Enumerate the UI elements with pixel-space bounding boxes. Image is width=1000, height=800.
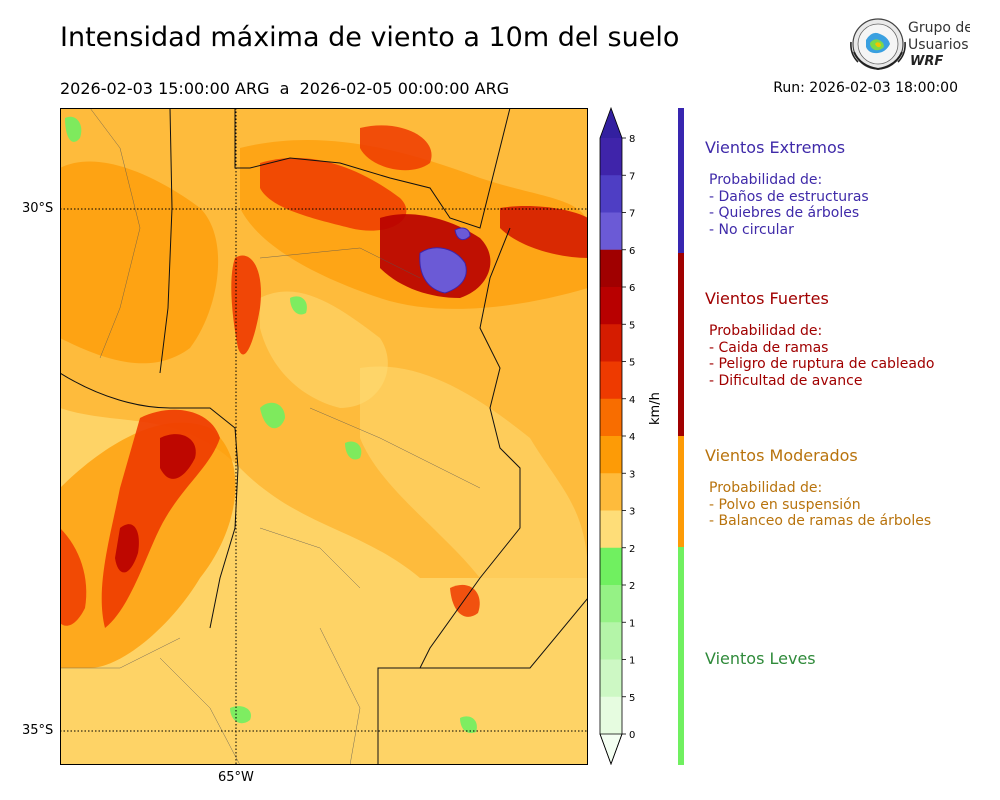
run-time: Run: 2026-02-03 18:00:00 [773, 80, 958, 96]
colorbar-swatch [600, 473, 622, 511]
colorbar-tick-label: 70 [629, 209, 636, 220]
category-desc-strong: Probabilidad de: - Caida de ramas - Peli… [709, 323, 934, 389]
lat-label-30s: 30°S [22, 201, 54, 216]
colorbar-tick-label: 25 [629, 544, 636, 555]
page-title: Intensidad máxima de viento a 10m del su… [60, 22, 680, 53]
field-30-35-east [360, 366, 588, 578]
colorbar-tick-label: 20 [629, 581, 636, 592]
colorbar-tick-label: 45 [629, 395, 636, 406]
field-light-2 [290, 296, 307, 315]
colorbar-swatch [600, 436, 622, 474]
band-extreme [678, 108, 684, 253]
field-45-55-ridge [231, 255, 261, 355]
colorbar-swatch [600, 361, 622, 400]
colorbar-swatch [600, 212, 622, 251]
colorbar-swatch [600, 138, 622, 176]
grupo-usuarios-wrf-logo: Grupo de Usuarios WRF [848, 16, 973, 76]
colorbar-swatch [600, 398, 622, 437]
category-title-strong: Vientos Fuertes [705, 289, 829, 308]
colorbar-tick-label: 40 [629, 432, 636, 443]
map-frame [60, 108, 588, 765]
category-desc-moderate: Probabilidad de: - Polvo en suspensión -… [709, 480, 931, 530]
category-item: - No circular [709, 221, 794, 238]
field-45-55-north [260, 157, 407, 231]
logo-line3: WRF [910, 54, 943, 69]
colorbar-swatch [600, 547, 622, 586]
colorbar-tick-label: 60 [629, 283, 636, 294]
category-title-extreme: Vientos Extremos [705, 138, 846, 157]
globe-seal-icon: Grupo de Usuarios WRF [850, 18, 973, 71]
lat-label-35s: 35°S [22, 723, 54, 738]
field-light-6 [460, 716, 477, 734]
colorbar-tick-label: 5 [629, 693, 635, 704]
colorbar: 80757065605550454035302520151050 [599, 106, 636, 766]
band-strong [678, 253, 684, 436]
category-heading: Probabilidad de: [709, 323, 823, 339]
field-50-55-northeast [500, 206, 588, 258]
field-55-65-sw-core [160, 434, 196, 479]
category-desc-extreme: Probabilidad de: - Daños de estructuras … [709, 172, 869, 238]
category-item: - Peligro de ruptura de cableado [709, 356, 935, 372]
category-title-moderate: Vientos Moderados [705, 446, 858, 465]
colorbar-swatch [600, 249, 622, 288]
category-item: - Dificultad de avance [709, 372, 863, 389]
colorbar-swatch [600, 585, 622, 623]
colorbar-swatch [600, 696, 622, 735]
field-extreme-small [454, 227, 471, 241]
colorbar-swatch [600, 510, 622, 549]
category-title-light: Vientos Leves [705, 649, 816, 668]
colorbar-tick-label: 55 [629, 320, 636, 331]
wind-map [60, 108, 588, 765]
field-45-55-northeast [360, 125, 432, 171]
colorbar-tick-label: 80 [629, 134, 636, 145]
category-item: - Daños de estructuras [709, 188, 869, 205]
field-extreme-core [419, 247, 467, 294]
category-item: - Balanceo de ramas de árboles [709, 513, 932, 529]
field-light-4 [65, 116, 82, 142]
colorbar-swatch [600, 287, 622, 325]
province-borders [60, 108, 588, 765]
colorbar-tick-label: 65 [629, 246, 636, 257]
colorbar-extend-top [600, 108, 622, 138]
colorbar-unit: km/h [648, 392, 663, 425]
field-55-65-sw-core2 [115, 524, 139, 573]
field-30-35-central [260, 291, 388, 408]
colorbar-tick-label: 75 [629, 171, 636, 182]
colorbar-tick-label: 10 [629, 656, 636, 667]
field-light-1 [260, 402, 285, 429]
field-light-5 [230, 706, 251, 724]
field-45-55-edge [60, 528, 87, 626]
colorbar-tick-label: 50 [629, 358, 636, 369]
colorbar-swatch [600, 324, 622, 362]
valid-period: 2026-02-03 15:00:00 ARG a 2026-02-05 00:… [60, 79, 510, 98]
category-item: - Polvo en suspensión [709, 496, 861, 513]
colorbar-tick-label: 0 [629, 730, 635, 741]
colorbar-tick-label: 35 [629, 469, 636, 480]
field-40-45-west [60, 161, 219, 364]
colorbar-swatch [600, 175, 622, 213]
department-borders [60, 108, 481, 765]
colorbar-tick-label: 15 [629, 618, 636, 629]
logo-line2: Usuarios [908, 37, 969, 53]
category-item: - Quiebres de árboles [709, 205, 860, 221]
category-heading: Probabilidad de: [709, 172, 823, 188]
field-light-3 [345, 441, 362, 460]
band-moderate [678, 436, 684, 547]
lon-label-65w: 65°W [218, 770, 254, 785]
band-light [678, 547, 684, 765]
category-item: - Caida de ramas [709, 339, 829, 356]
logo-line1: Grupo de [908, 20, 970, 36]
category-heading: Probabilidad de: [709, 480, 823, 496]
colorbar-swatch [600, 622, 622, 660]
colorbar-swatch [600, 659, 622, 698]
colorbar-extend-bottom [599, 733, 623, 766]
colorbar-tick-label: 30 [629, 507, 636, 518]
